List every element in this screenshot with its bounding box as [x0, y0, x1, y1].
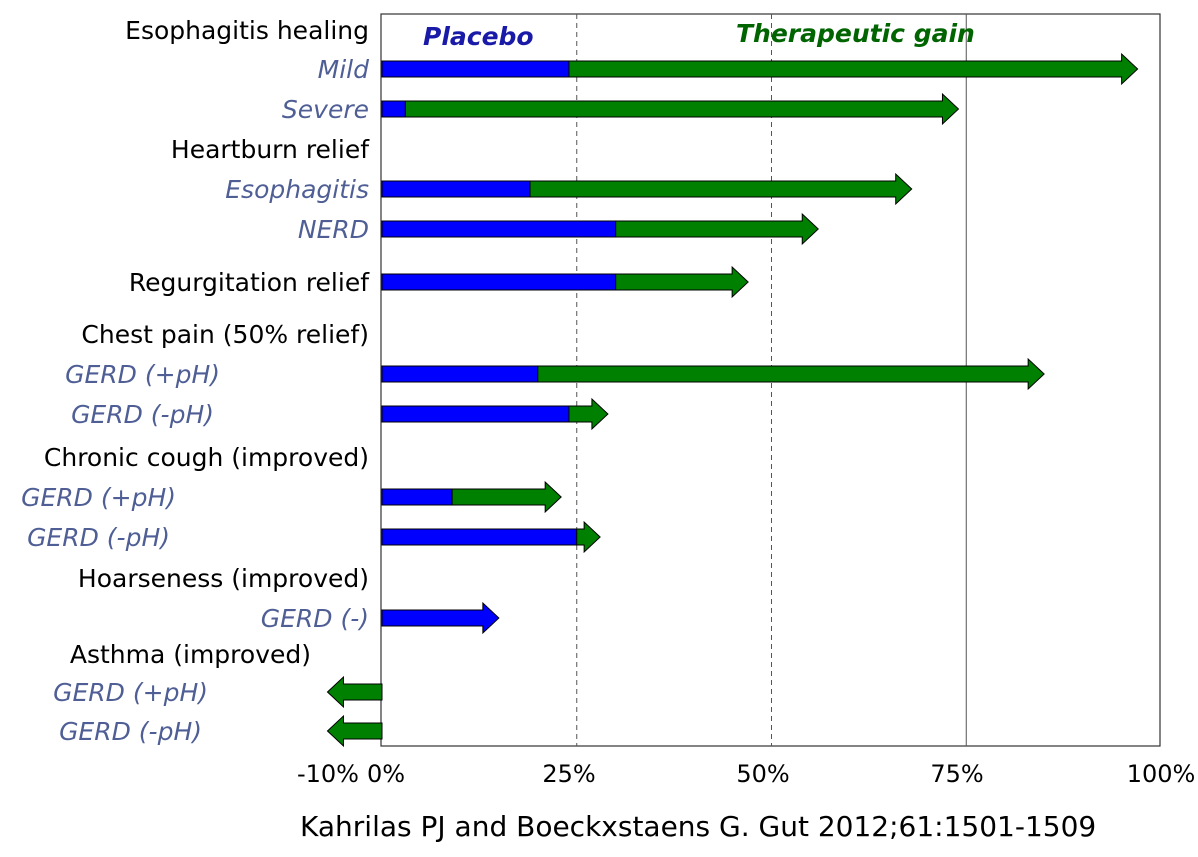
- row-header-label: Regurgitation relief: [129, 268, 370, 297]
- x-tick-label: 25%: [542, 760, 595, 788]
- placebo-bar: [381, 405, 570, 423]
- row-sublabel: GERD (+pH): [53, 678, 208, 707]
- citation: Kahrilas PJ and Boeckxstaens G. Gut 2012…: [300, 810, 1097, 843]
- row-header-label: Esophagitis healing: [125, 16, 369, 45]
- therapeutic-gain-arrow: [615, 265, 749, 299]
- row-header-label: Chest pain (50% relief): [81, 320, 369, 349]
- x-tick-label: 50%: [736, 760, 789, 788]
- row-sublabel: Esophagitis: [225, 175, 369, 204]
- row-header-label: Hoarseness (improved): [78, 564, 369, 593]
- placebo-bar: [381, 365, 539, 383]
- row-sublabel: Mild: [318, 55, 369, 84]
- negative-gain-arrow: [326, 675, 383, 709]
- therapeutic-gain-arrow: [451, 480, 562, 514]
- x-tick-label: 0%: [367, 760, 405, 788]
- therapeutic-gain-arrow: [576, 520, 601, 554]
- placebo-bar: [381, 488, 453, 506]
- negative-gain-arrow: [326, 714, 383, 748]
- row-header-label: Heartburn relief: [171, 135, 370, 164]
- placebo-arrow: [381, 601, 500, 635]
- row-sublabel: GERD (-pH): [27, 523, 170, 552]
- placebo-bar: [381, 100, 406, 118]
- therapeutic-gain-arrow: [537, 357, 1045, 391]
- therapeutic-gain-arrow: [615, 212, 819, 246]
- row-header-label: Asthma (improved): [70, 640, 311, 669]
- placebo-bar: [381, 273, 617, 291]
- therapeutic-gain-arrow: [568, 52, 1139, 86]
- placebo-bar: [381, 220, 617, 238]
- row-sublabel: GERD (-): [261, 604, 369, 633]
- row-sublabel: NERD: [298, 215, 369, 244]
- therapeutic-gain-arrow: [404, 92, 960, 126]
- x-tick-label: 100%: [1127, 760, 1196, 788]
- placebo-header: Placebo: [423, 22, 534, 51]
- x-tick-label: 75%: [930, 760, 983, 788]
- therapeutic-gain-arrow: [529, 172, 913, 206]
- plot-frame: [380, 13, 1161, 747]
- placebo-bar: [381, 528, 578, 546]
- placebo-bar: [381, 60, 570, 78]
- row-sublabel: Severe: [282, 95, 369, 124]
- placebo-bar: [381, 180, 531, 198]
- row-sublabel: GERD (+pH): [65, 360, 220, 389]
- therapeutic-gain-header: Therapeutic gain: [736, 19, 975, 48]
- row-header-label: Chronic cough (improved): [44, 443, 369, 472]
- row-sublabel: GERD (+pH): [21, 483, 176, 512]
- row-sublabel: GERD (-pH): [71, 400, 214, 429]
- therapeutic-gain-arrow: [568, 397, 609, 431]
- row-sublabel: GERD (-pH): [59, 717, 202, 746]
- x-tick-label: -10%: [297, 760, 359, 788]
